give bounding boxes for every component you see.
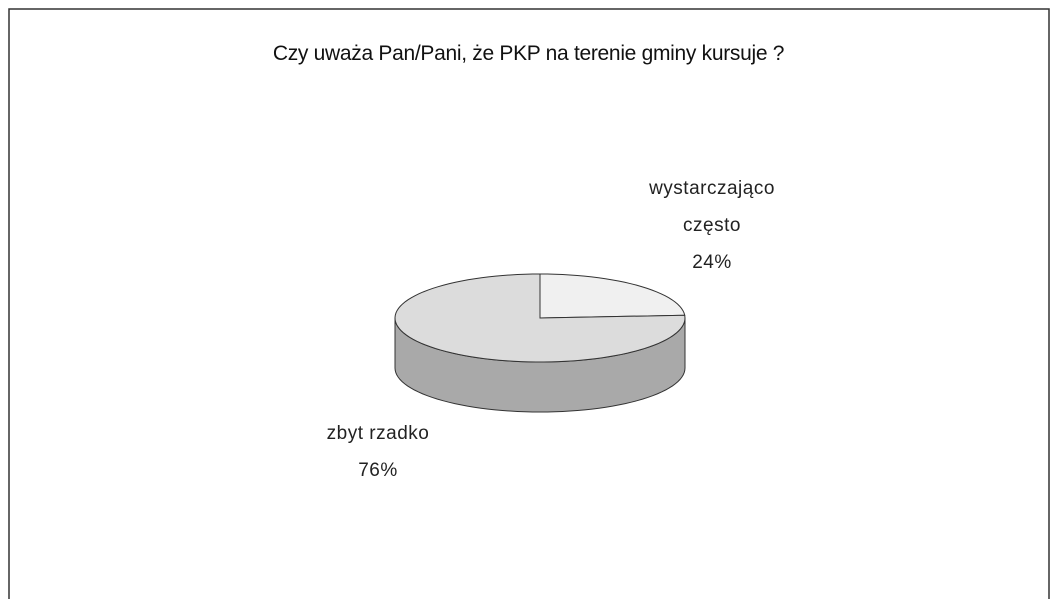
data-label: zbyt rzadko 76% [278, 415, 478, 489]
slice [394, 273, 686, 363]
chart-title: Czy uważa Pan/Pani, że PKP na terenie gm… [272, 42, 785, 65]
slice-value: 24% [692, 252, 732, 273]
slice [539, 273, 686, 319]
slice-value: 76% [358, 460, 398, 481]
chart-frame [8, 8, 1050, 599]
data-label: wystarczająco często 24% [637, 170, 787, 281]
slice-name: zbyt rzadko [326, 423, 430, 444]
pie [394, 273, 686, 413]
slice-name: wystarczająco często [649, 178, 775, 236]
